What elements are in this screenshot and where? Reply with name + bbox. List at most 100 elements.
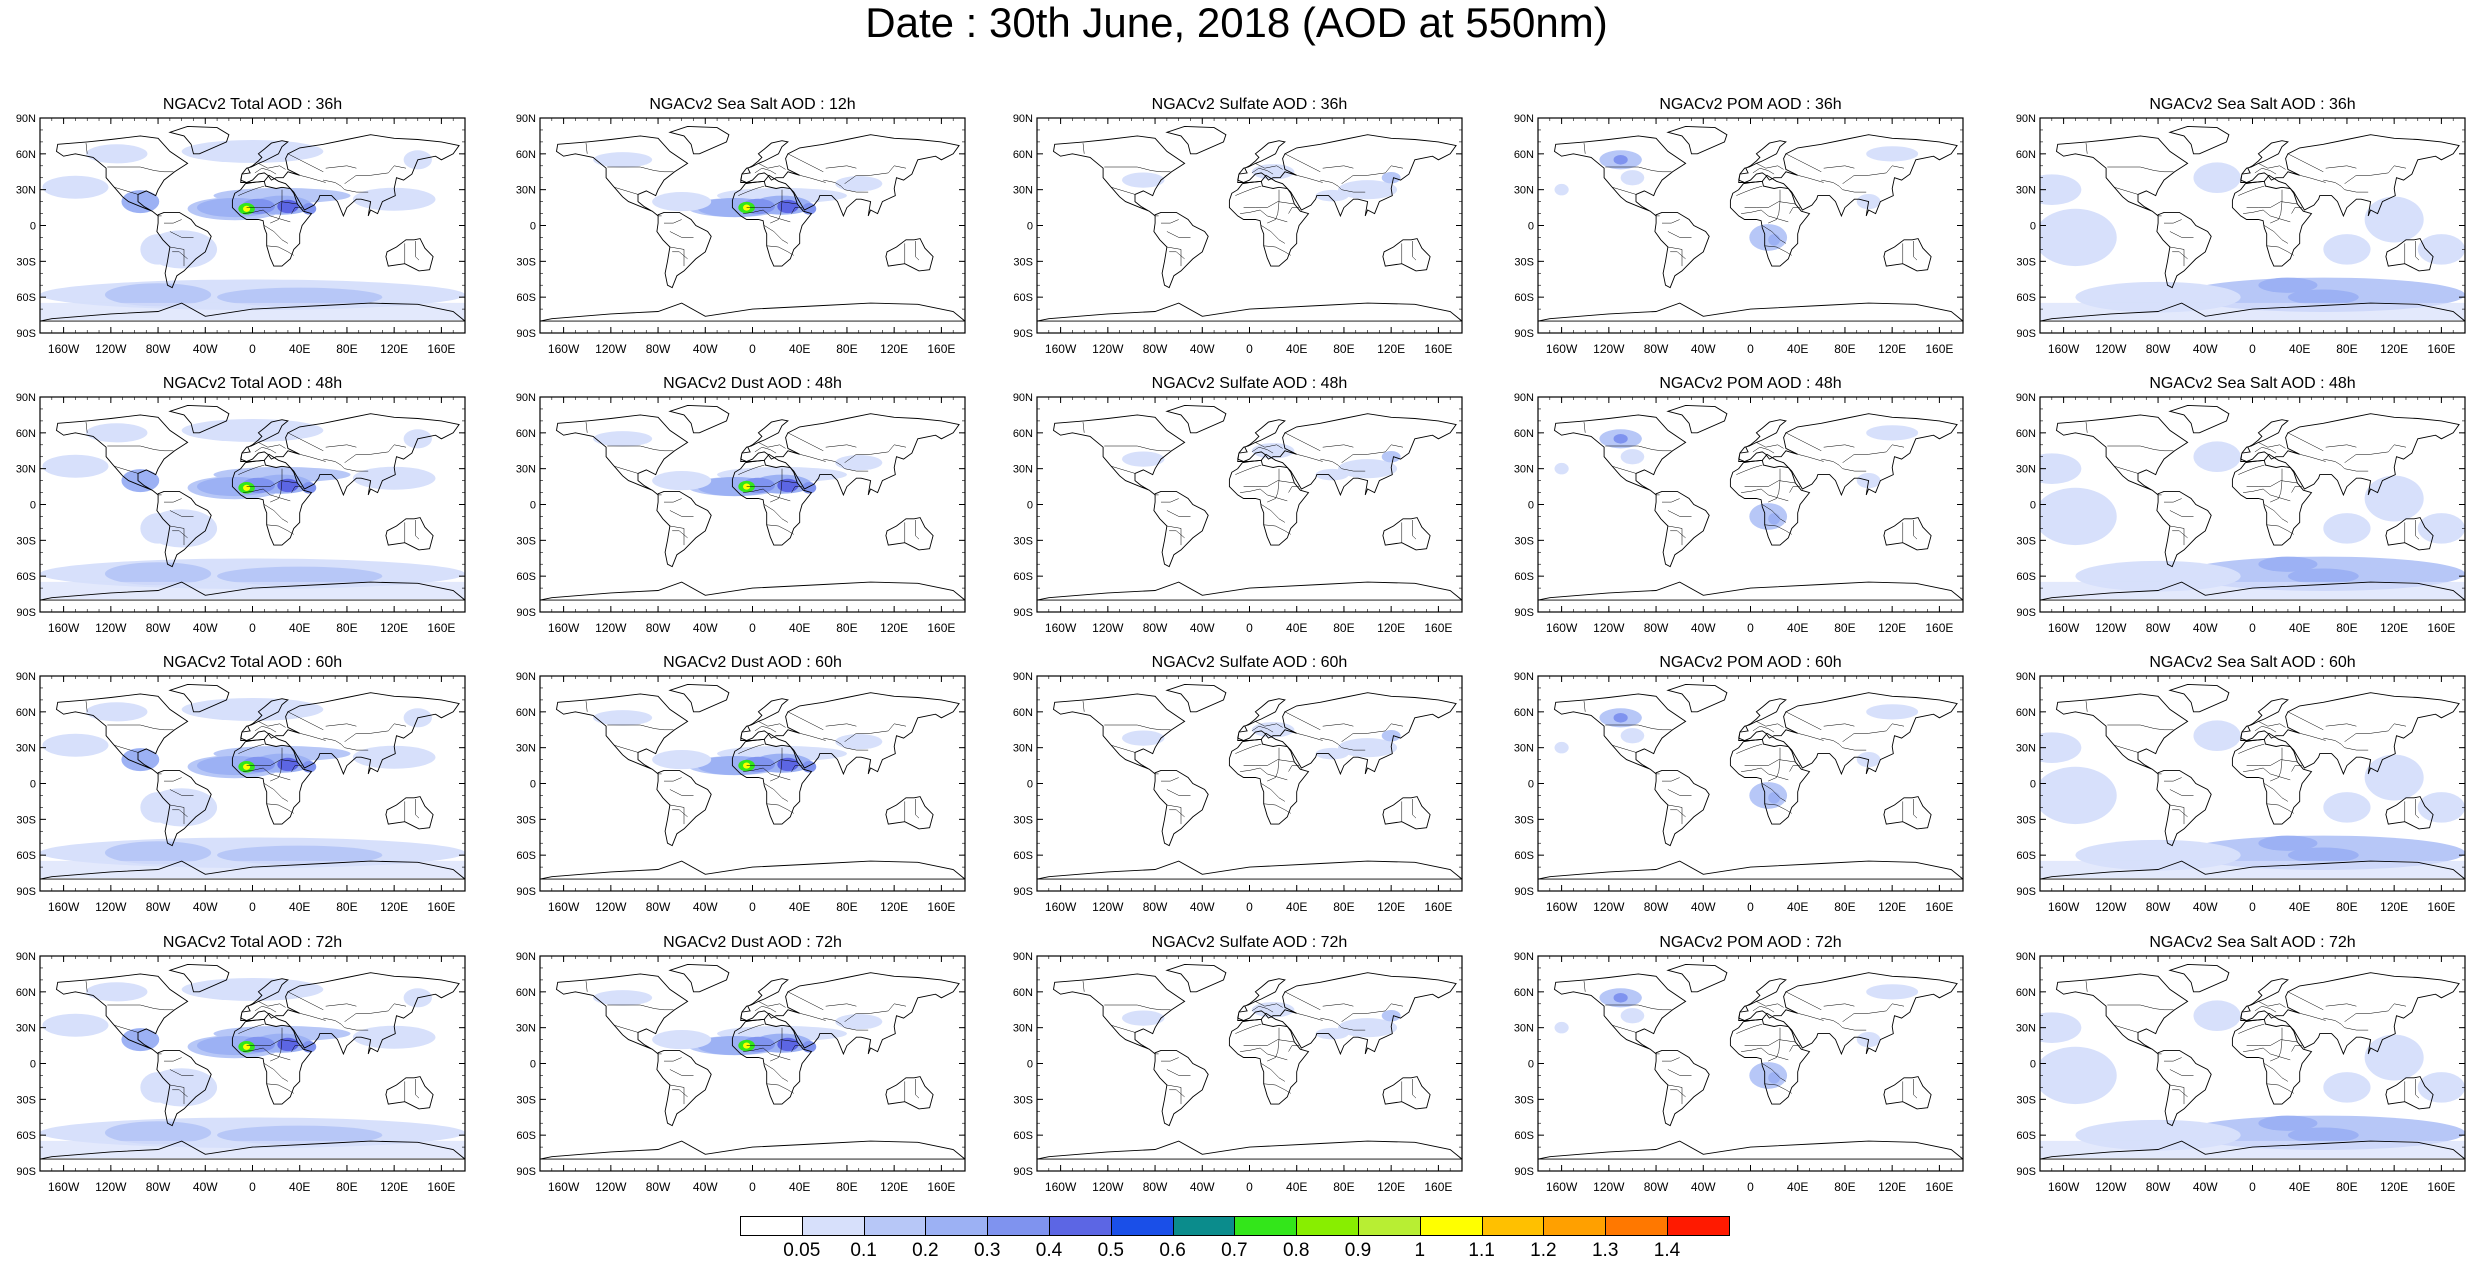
aod-shade [181,697,324,721]
lon-label: 120W [1092,1180,1124,1194]
lon-label: 40W [193,342,218,356]
country-border [1255,442,1283,449]
coastline [1153,211,1209,289]
lat-label: 90S [516,886,536,898]
legend-label: 0.9 [1344,1240,1372,1261]
lon-label: 80E [836,621,857,635]
coastline [540,860,965,880]
country-border [1412,799,1417,819]
aod-shade [277,199,299,214]
country-border [107,445,174,452]
country-border [1670,809,1686,818]
lon-label: 160E [1925,900,1953,914]
country-border [2266,1083,2294,1094]
lat-label: 60N [1514,149,1534,161]
lon-label: 160E [2427,1180,2455,1194]
lat-label: 30S [16,814,36,826]
lon-label: 80W [146,342,171,356]
country-border [1251,167,1274,175]
country-border [1161,777,1179,782]
country-border [743,767,791,781]
lat-label: 90N [1013,951,1033,963]
aod-field [1538,397,1963,612]
lat-label: 30N [2016,185,2036,197]
aod-shade [1613,993,1628,1003]
country-border [669,1084,685,1105]
coastline [1382,517,1431,551]
lat-label: 0 [530,500,536,512]
country-border [291,765,303,772]
country-border [1341,444,1404,463]
aod-shade [181,139,324,163]
aod-shade [2258,835,2318,851]
country-border [743,1047,791,1061]
country-border [1169,809,1185,818]
lon-label: 120E [2380,1180,2408,1194]
coastline [40,302,465,322]
aod-shade [2323,234,2371,265]
lat-label: 60N [516,707,536,719]
country-border [1261,225,1286,244]
country-border [1235,464,1262,475]
lon-label: 80E [2336,900,2357,914]
lon-label: 40W [1190,1180,1215,1194]
country-border [1612,1025,1637,1033]
southern-ocean-band [40,1140,465,1159]
country-border [1667,1069,1692,1076]
country-border [246,480,298,487]
lon-label: 40E [2289,342,2310,356]
aod-shade [1613,155,1628,165]
country-border [2299,1013,2326,1021]
coastline [2240,692,2460,776]
country-border [287,153,324,173]
lat-label: 30N [516,464,536,476]
country-border [1166,1069,1191,1076]
map-panel: NGACv2 Sea Salt AOD : 48h 90N 60N 30N 0 30S 60… [2016,375,2466,635]
coastline [668,683,730,713]
country-border [164,1057,182,1062]
country-border [1412,241,1417,261]
aod-shade [1338,180,1398,200]
country-border [2415,520,2420,540]
legend-swatch [1296,1216,1359,1236]
panel-title: NGACv2 Sulfate AOD : 36h [1152,96,1348,113]
lon-label: 120W [1593,621,1625,635]
lon-label: 80E [1834,621,1855,635]
lat-label: 90N [516,392,536,404]
lon-label: 80E [836,342,857,356]
lon-label: 40W [693,342,718,356]
lat-label: 90S [516,328,536,340]
country-border [791,765,803,772]
lat-label: 30N [16,743,36,755]
coastline [885,517,934,551]
country-border [266,803,294,814]
lon-label: 80W [1644,900,1669,914]
aod-field [540,956,965,1171]
lon-label: 120W [1092,900,1124,914]
lon-label: 120W [1593,900,1625,914]
aod-shade [104,562,212,586]
country-border [1111,187,1136,195]
country-border [1785,153,1822,173]
country-border [1261,783,1286,802]
coastline [2240,972,2460,1056]
lat-label: 0 [30,1059,36,1071]
country-border [2291,486,2303,493]
coastline [885,1076,934,1110]
coastline [1738,692,1958,776]
aod-shade [1381,729,1401,742]
country-border [2238,743,2265,754]
country-border [825,1003,857,1007]
country-border [1583,422,1586,433]
coastline [731,1018,813,1105]
country-border [246,1039,298,1046]
lon-label: 0 [249,900,256,914]
country-border [2114,466,2139,474]
aod-field [40,118,465,333]
lon-label: 80E [336,1180,357,1194]
country-border [1756,1001,1784,1008]
coastline [1037,1140,1462,1160]
country-border [2114,1025,2139,1033]
coastline [1738,413,1958,497]
aod-shade [104,1121,212,1145]
